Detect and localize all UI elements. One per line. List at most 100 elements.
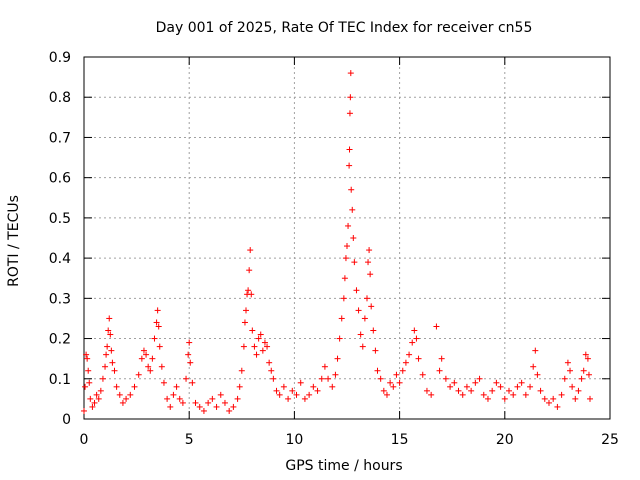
data-point [406,351,413,358]
data-point [280,383,287,390]
data-point [226,407,233,414]
data-point [123,395,130,402]
data-point [236,383,243,390]
data-point [268,367,275,374]
data-point [186,339,193,346]
data-point [534,371,541,378]
data-point [85,367,92,374]
data-point [230,403,237,410]
data-point [86,379,93,386]
data-point [396,379,403,386]
data-point [131,383,138,390]
data-point [176,395,183,402]
data-point [367,271,374,278]
data-point [459,391,466,398]
data-point [447,383,454,390]
axis-layer [83,56,611,420]
data-point [387,379,394,386]
data-point [103,351,110,358]
data-point [285,395,292,402]
data-point [276,391,283,398]
data-point [105,327,112,334]
data-point [93,391,100,398]
data-point [289,387,296,394]
data-point [318,375,325,382]
data-point [341,275,348,282]
x-tick-label: 5 [185,432,194,448]
data-point [554,403,561,410]
data-point [238,367,245,374]
data-point [489,387,496,394]
data-point [346,110,353,117]
data-point [532,347,539,354]
data-point [344,243,350,250]
data-point [567,367,574,374]
data-point [145,363,152,370]
data-point [104,343,111,350]
data-point [582,351,589,358]
data-point [259,347,266,354]
data-point [135,371,142,378]
data-point [119,399,126,406]
data-point [493,379,500,386]
data-point [468,387,475,394]
y-tick-label: 0.9 [49,50,71,66]
data-point [187,359,194,366]
y-tick-label: 0 [62,412,71,428]
data-point [253,351,260,358]
data-point [585,371,592,378]
data-point [196,403,203,410]
data-point [564,359,571,366]
data-point [95,395,102,402]
data-point [442,375,449,382]
chart-title: Day 001 of 2025, Rate Of TEC Index for r… [156,20,533,36]
data-point [221,399,228,406]
data-point [541,395,548,402]
data-point [338,315,345,322]
y-tick-label: 0.3 [49,291,71,307]
data-point [154,307,161,314]
data-point [409,339,416,346]
data-point [334,355,341,362]
data-point [545,399,552,406]
y-axis-label: ROTI / TECUs [6,195,22,287]
data-point [340,295,347,302]
x-tick-label: 20 [496,432,514,448]
data-point [353,287,360,294]
data-point [510,391,517,398]
data-point [357,331,364,338]
data-point [234,395,241,402]
data-point [255,335,262,342]
grid-layer [84,57,610,419]
data-point [213,403,220,410]
data-point [167,403,174,410]
data-point [116,391,123,398]
data-point [329,383,336,390]
data-point [370,327,377,334]
data-point [332,371,339,378]
x-axis-label: GPS time / hours [285,458,402,474]
data-point [107,331,114,338]
data-point [89,403,96,410]
tick-label-layer: 0 5 10 15 20 25 0 0.1 0.2 0.3 0.4 0.5 0.6 0.7 0.8 0.9 [49,50,619,448]
data-point [423,387,430,394]
data-point [438,355,445,362]
data-point [383,391,390,398]
data-point [346,146,353,153]
data-point [561,375,568,382]
data-point [342,255,349,262]
data-point [127,391,134,398]
data-point [527,383,534,390]
data-point [393,371,400,378]
data-point [251,343,258,350]
data-point [463,383,470,390]
data-point [428,391,435,398]
x-tick-label: 10 [285,432,303,448]
data-point [173,383,180,390]
data-point [497,383,504,390]
data-point [108,347,115,354]
data-point [248,291,255,298]
data-point [91,399,98,406]
